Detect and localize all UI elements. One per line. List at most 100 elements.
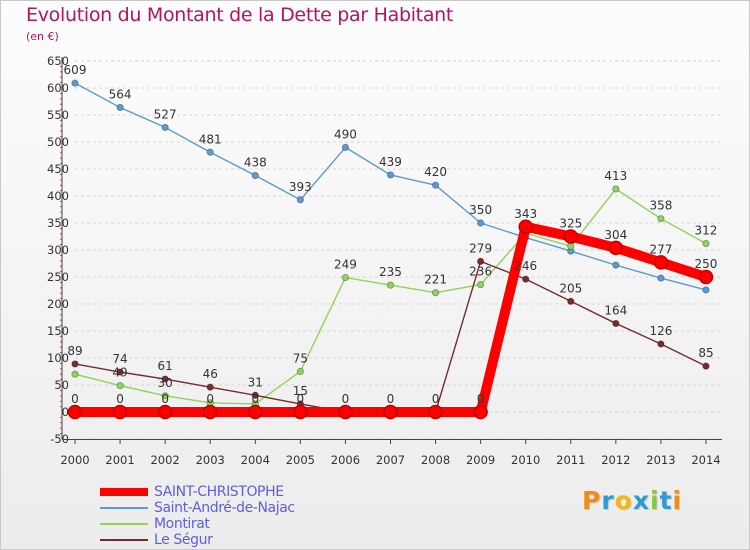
x-tick-label: 2005 xyxy=(286,453,315,467)
data-label: 0 xyxy=(297,392,305,406)
data-label: 0 xyxy=(206,392,214,406)
data-point xyxy=(567,242,575,250)
chart-subtitle: (en €) xyxy=(26,30,59,43)
data-point xyxy=(608,240,624,256)
data-label: 350 xyxy=(469,203,492,217)
logo-letter: x xyxy=(632,486,650,515)
data-label: 325 xyxy=(559,217,582,231)
data-label: 0 xyxy=(387,392,395,406)
x-tick-label: 2004 xyxy=(241,453,270,467)
data-point xyxy=(71,370,79,378)
x-tick-label: 2010 xyxy=(511,453,540,467)
data-point xyxy=(161,375,169,383)
data-label: 205 xyxy=(559,281,582,295)
logo-letter: P xyxy=(582,486,602,515)
y-tick-label: 650 xyxy=(47,54,69,68)
data-label: 343 xyxy=(514,207,537,221)
y-tick-label: 200 xyxy=(47,297,69,311)
data-label: 75 xyxy=(293,352,308,366)
x-tick-label: 2002 xyxy=(150,453,179,467)
data-label: 15 xyxy=(293,384,308,398)
data-label: 85 xyxy=(698,346,713,360)
data-point xyxy=(248,404,263,420)
data-point xyxy=(563,229,579,244)
data-point xyxy=(477,257,485,265)
data-label: 490 xyxy=(334,127,357,141)
data-label: 74 xyxy=(112,352,127,366)
data-label: 393 xyxy=(289,180,312,194)
data-label: 46 xyxy=(203,367,218,381)
data-point xyxy=(431,181,440,189)
data-point xyxy=(206,383,214,391)
data-point xyxy=(657,274,665,282)
y-tick-label: 250 xyxy=(47,270,69,284)
proxiti-logo: Proxiti xyxy=(582,486,682,515)
data-point xyxy=(71,360,79,368)
data-label: 0 xyxy=(477,392,485,406)
y-tick-label: 0 xyxy=(62,405,69,419)
data-point xyxy=(431,289,440,297)
data-point xyxy=(296,196,304,204)
y-tick-label: 300 xyxy=(47,243,69,257)
data-label: 249 xyxy=(334,258,357,272)
legend-label: Montirat xyxy=(154,516,210,532)
data-point xyxy=(567,297,575,305)
data-label: 312 xyxy=(695,224,718,238)
legend-swatch xyxy=(100,523,148,525)
y-tick-label: 350 xyxy=(47,216,69,230)
legend-item-montirat: Montirat xyxy=(100,516,295,532)
data-point xyxy=(612,319,620,328)
data-label: 279 xyxy=(469,241,492,255)
y-tick-label: 400 xyxy=(47,189,69,203)
data-point xyxy=(477,280,485,289)
data-label: 89 xyxy=(67,344,82,358)
data-point xyxy=(657,340,665,348)
data-point xyxy=(702,239,710,248)
legend-swatch xyxy=(100,488,148,496)
data-label: 420 xyxy=(424,165,447,179)
x-tick-label: 2014 xyxy=(691,453,720,467)
data-label: 438 xyxy=(244,155,267,169)
data-label: 609 xyxy=(64,63,87,77)
y-tick-label: 500 xyxy=(47,135,69,149)
legend-item-saint-andre-de-najac: Saint-André-de-Najac xyxy=(100,500,295,516)
chart-title: Evolution du Montant de la Dette par Hab… xyxy=(26,4,454,26)
legend-label: SAINT-CHRISTOPHE xyxy=(154,484,284,500)
data-point xyxy=(161,123,169,132)
data-point xyxy=(161,392,169,400)
y-tick-label: 150 xyxy=(47,324,69,338)
data-label: 0 xyxy=(71,392,79,406)
y-tick-label: -50 xyxy=(50,432,69,446)
legend-item-le-segur: Le Ségur xyxy=(100,532,295,548)
legend-swatch xyxy=(100,507,148,509)
legend-label: Le Ségur xyxy=(154,532,213,548)
data-label: 236 xyxy=(469,265,492,279)
x-tick-label: 2008 xyxy=(421,453,450,467)
data-point xyxy=(477,219,485,227)
data-point xyxy=(657,215,665,223)
data-label: 413 xyxy=(604,169,627,183)
x-tick-label: 2006 xyxy=(331,453,360,467)
x-tick-label: 2001 xyxy=(105,453,134,467)
legend-label: Saint-André-de-Najac xyxy=(154,500,295,516)
x-tick-label: 2013 xyxy=(646,453,675,467)
data-point xyxy=(293,404,308,420)
data-point xyxy=(698,269,714,285)
logo-letter: t xyxy=(659,486,673,515)
logo-letter: o xyxy=(614,486,633,515)
data-point xyxy=(386,281,395,289)
data-point xyxy=(116,381,124,390)
data-point xyxy=(206,148,214,156)
x-tick-label: 2009 xyxy=(466,453,495,467)
logo-letter: r xyxy=(601,486,615,515)
data-point xyxy=(67,404,83,420)
data-label: 0 xyxy=(116,392,124,406)
data-point xyxy=(202,404,218,420)
data-point xyxy=(157,404,173,420)
y-tick-label: 600 xyxy=(47,81,69,95)
data-point xyxy=(653,255,669,270)
y-tick-label: 450 xyxy=(47,162,69,176)
data-point xyxy=(341,143,350,151)
data-label: 277 xyxy=(649,242,672,256)
